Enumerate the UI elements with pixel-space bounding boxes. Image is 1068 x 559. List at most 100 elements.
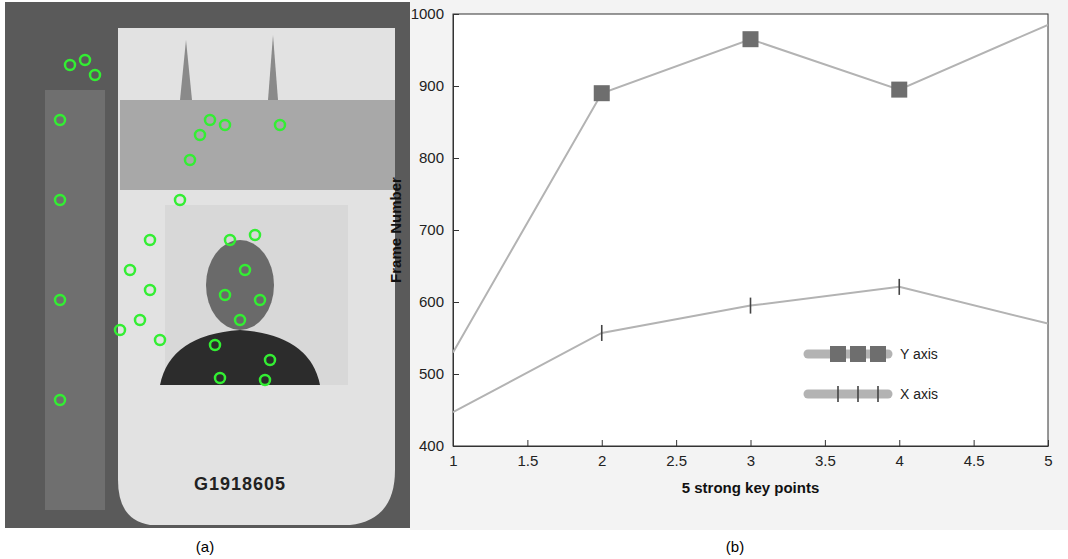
key-point	[220, 120, 230, 130]
minaret-right	[268, 35, 278, 100]
key-point	[250, 230, 260, 240]
key-point	[235, 315, 245, 325]
card-light-area	[118, 28, 395, 525]
tick: 2.5	[666, 440, 687, 469]
tick-label: 4.5	[964, 452, 985, 469]
tick-mark	[974, 440, 975, 446]
key-point	[185, 155, 195, 165]
panel-label: (b)	[726, 538, 744, 555]
key-point	[145, 235, 155, 245]
key-point	[115, 325, 125, 335]
key-point	[155, 335, 165, 345]
arabic-strip	[45, 90, 105, 510]
series-line	[453, 287, 1048, 412]
key-point	[55, 395, 65, 405]
key-point	[205, 115, 215, 125]
key-point	[65, 60, 75, 70]
plot-frame	[453, 14, 1048, 446]
key-point	[55, 115, 65, 125]
legend-marker	[857, 386, 859, 402]
data-point	[743, 31, 759, 47]
axis-line	[454, 446, 1049, 447]
card-background	[5, 2, 410, 528]
data-point	[891, 82, 907, 98]
series-line	[453, 25, 1048, 353]
legend-marker	[837, 386, 839, 402]
data-point	[594, 85, 610, 101]
legend-line	[808, 390, 888, 399]
minaret-left	[180, 40, 192, 100]
tick-mark	[1048, 440, 1049, 446]
tick-mark	[527, 440, 528, 446]
tick-label: 3.5	[815, 452, 836, 469]
tick: 4.5	[964, 440, 985, 469]
tick-label: 900	[419, 77, 444, 94]
tick: 800	[419, 149, 459, 166]
key-point	[80, 55, 90, 65]
x-axis: 1 1.5 2 2.5 3 3.5 4 4.5 5	[449, 440, 1052, 469]
tick: 2	[598, 440, 606, 469]
mosque-band	[120, 100, 395, 190]
tick-mark	[602, 440, 603, 446]
panel-a: G1918605	[5, 2, 410, 528]
plot-area	[453, 25, 1048, 412]
tick-label: 700	[419, 221, 444, 238]
legend-marker	[870, 346, 886, 362]
data-point	[601, 325, 603, 341]
tick-mark	[453, 302, 459, 303]
panel-b-background	[410, 0, 1068, 530]
tick-label: 800	[419, 149, 444, 166]
key-points	[55, 55, 285, 405]
key-point	[55, 295, 65, 305]
tick-mark	[453, 14, 459, 15]
tick-mark	[899, 440, 900, 446]
y-axis-title: Frame Number	[387, 177, 404, 283]
x-axis-title: 5 strong key points	[682, 479, 820, 496]
key-point	[125, 265, 135, 275]
key-point	[55, 195, 65, 205]
data-point	[898, 279, 900, 295]
data-point	[750, 298, 752, 314]
key-point	[240, 265, 250, 275]
tick: 3	[747, 440, 755, 469]
tick: 4	[896, 440, 904, 469]
legend-marker	[830, 346, 846, 362]
card-number: G1918605	[194, 474, 286, 494]
key-point	[260, 375, 270, 385]
legend-marker	[850, 346, 866, 362]
key-point	[215, 373, 225, 383]
legend-label: Y axis	[900, 346, 938, 362]
tick: 400	[419, 437, 459, 454]
tick: 1.5	[517, 440, 538, 469]
tick-mark	[453, 230, 459, 231]
tick-label: 1.5	[517, 452, 538, 469]
tick-mark	[825, 440, 826, 446]
tick: 500	[419, 365, 459, 382]
tick-mark	[453, 158, 459, 159]
tick-mark	[453, 86, 459, 87]
key-point	[220, 290, 230, 300]
key-point	[255, 295, 265, 305]
tick-label: 4	[896, 452, 904, 469]
key-point	[135, 315, 145, 325]
key-point	[195, 130, 205, 140]
plot-background	[453, 14, 1048, 446]
tick: 5	[1044, 440, 1052, 469]
tick-mark	[676, 440, 677, 446]
legend: Y axisX axis	[808, 346, 938, 402]
key-point	[275, 120, 285, 130]
tick-label: 1000	[411, 5, 444, 22]
key-point	[145, 285, 155, 295]
tick-label: 1	[449, 452, 457, 469]
key-point	[210, 340, 220, 350]
tick-label: 500	[419, 365, 444, 382]
tick-label: 2	[598, 452, 606, 469]
key-point	[175, 195, 185, 205]
tick: 3.5	[815, 440, 836, 469]
tick-mark	[453, 446, 459, 447]
key-point	[90, 70, 100, 80]
key-point	[265, 355, 275, 365]
tick: 700	[419, 221, 459, 238]
photo-shoulders	[160, 330, 320, 385]
legend-item: Y axis	[808, 346, 938, 362]
